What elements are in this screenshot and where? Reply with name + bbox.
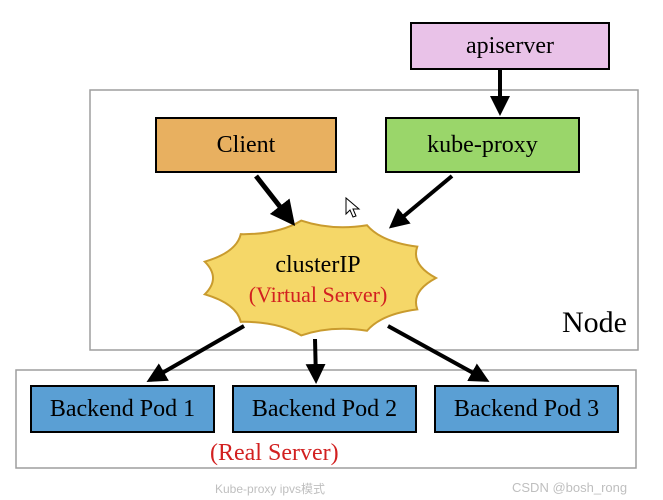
- diagram-stage: apiserver Client kube-proxy Backend Pod …: [0, 0, 663, 500]
- watermark: CSDN @bosh_rong: [512, 480, 627, 495]
- foreground-layer: Node (Real Server) clusterIP (Virtual Serve…: [0, 0, 663, 500]
- svg-text:(Real Server): (Real Server): [210, 440, 339, 466]
- svg-text:(Virtual Server): (Virtual Server): [249, 282, 388, 307]
- svg-text:clusterIP: clusterIP: [275, 252, 360, 278]
- figure-caption: Kube-proxy ipvs模式: [215, 480, 325, 497]
- svg-text:Node: Node: [562, 306, 627, 339]
